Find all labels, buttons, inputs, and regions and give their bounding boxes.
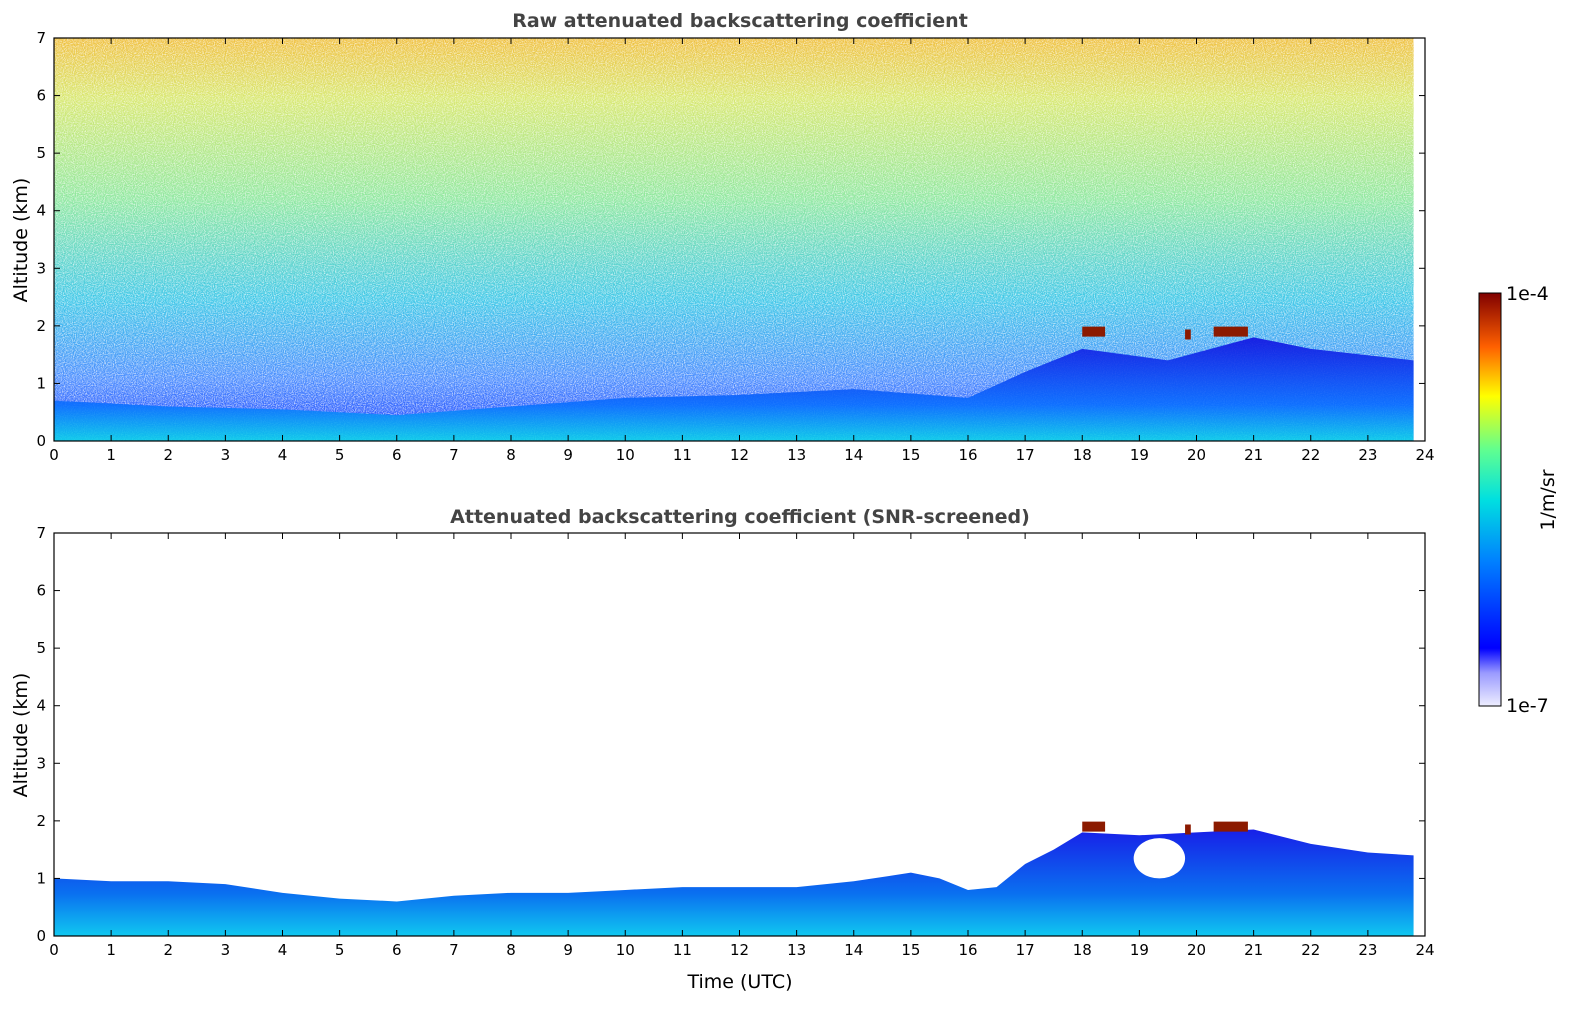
- panel2-image: [54, 821, 1414, 936]
- raw-backscatter-panel: 0 1 2 3 4 5 6 7 8 9 10 11 12 13 14 15 16 17 18 19 20 21 22 23 24…: [36, 29, 1434, 464]
- x-tick-label: 1: [106, 941, 116, 959]
- panel2-ylabel: Altitude (km): [10, 673, 32, 798]
- cloud-feature: [1213, 326, 1248, 337]
- screened-backscatter-panel: 0 1 2 3 4 5 6 7 8 9 10 11 12 13 14 15 16 17 18 19 20 21 22 23 24…: [36, 524, 1434, 959]
- x-tick-label: 12: [730, 941, 749, 959]
- y-tick-label: 5: [36, 144, 46, 162]
- y-tick-label: 1: [36, 374, 46, 392]
- x-tick-label: 13: [787, 446, 806, 464]
- x-tick-label: 14: [844, 941, 863, 959]
- x-tick-label: 14: [844, 446, 863, 464]
- x-tick-label: 13: [787, 941, 806, 959]
- y-tick-label: 3: [36, 754, 46, 772]
- panel1-title: Raw attenuated backscattering coefficien…: [512, 10, 968, 32]
- y-tick-label: 2: [36, 317, 46, 335]
- x-tick-label: 0: [49, 941, 59, 959]
- panel1-image: [54, 38, 1414, 441]
- x-tick-label: 4: [278, 446, 288, 464]
- x-tick-label: 9: [563, 446, 573, 464]
- x-tick-label: 3: [221, 446, 231, 464]
- y-tick-label: 2: [36, 812, 46, 830]
- y-tick-label: 4: [36, 202, 46, 220]
- y-tick-label: 7: [36, 29, 46, 47]
- x-tick-label: 18: [1073, 446, 1092, 464]
- x-tick-label: 11: [673, 941, 692, 959]
- x-tick-label: 21: [1244, 446, 1263, 464]
- x-tick-label: 18: [1073, 941, 1092, 959]
- x-tick-label: 11: [673, 446, 692, 464]
- x-tick-label: 5: [335, 446, 345, 464]
- x-tick-label: 0: [49, 446, 59, 464]
- x-tick-label: 22: [1301, 446, 1320, 464]
- x-tick-label: 24: [1415, 446, 1434, 464]
- cloud-feature: [1185, 329, 1191, 340]
- x-tick-label: 15: [901, 446, 920, 464]
- colorbar-units-label: 1/m/sr: [1537, 469, 1559, 530]
- x-tick-label: 6: [392, 446, 402, 464]
- panel1-ylabel: Altitude (km): [10, 178, 32, 303]
- x-tick-label: 10: [616, 446, 635, 464]
- x-tick-label: 8: [506, 446, 516, 464]
- y-tick-label: 3: [36, 259, 46, 277]
- x-tick-label: 2: [163, 941, 173, 959]
- cloud-feature: [1185, 824, 1191, 835]
- cloud-feature: [1082, 821, 1106, 832]
- x-tick-label: 21: [1244, 941, 1263, 959]
- x-tick-label: 6: [392, 941, 402, 959]
- x-tick-label: 20: [1187, 446, 1206, 464]
- x-tick-label: 20: [1187, 941, 1206, 959]
- x-tick-label: 23: [1358, 446, 1377, 464]
- x-tick-label: 2: [163, 446, 173, 464]
- x-tick-label: 23: [1358, 941, 1377, 959]
- x-tick-label: 9: [563, 941, 573, 959]
- colorbar-gradient: [1478, 292, 1502, 707]
- y-tick-label: 7: [36, 524, 46, 542]
- colorbar: 1e-4 1e-7 1/m/sr: [1478, 283, 1559, 717]
- x-tick-label: 10: [616, 941, 635, 959]
- x-tick-label: 4: [278, 941, 288, 959]
- x-tick-label: 16: [958, 446, 977, 464]
- x-tick-label: 8: [506, 941, 516, 959]
- y-tick-label: 6: [36, 582, 46, 600]
- boundary-layer-region: [54, 337, 1414, 441]
- x-tick-label: 7: [449, 941, 459, 959]
- x-tick-label: 16: [958, 941, 977, 959]
- x-tick-label: 19: [1130, 941, 1149, 959]
- x-tick-label: 3: [221, 941, 231, 959]
- y-tick-label: 5: [36, 639, 46, 657]
- y-tick-label: 4: [36, 697, 46, 715]
- cloud-feature: [1082, 326, 1106, 337]
- colorbar-min-label: 1e-7: [1506, 695, 1549, 717]
- y-tick-label: 0: [36, 927, 46, 945]
- x-tick-label: 1: [106, 446, 116, 464]
- y-tick-label: 0: [36, 432, 46, 450]
- x-tick-label: 22: [1301, 941, 1320, 959]
- x-tick-label: 17: [1016, 941, 1035, 959]
- screened-signal-region: [54, 829, 1414, 936]
- y-tick-label: 6: [36, 87, 46, 105]
- x-tick-label: 5: [335, 941, 345, 959]
- x-tick-label: 19: [1130, 446, 1149, 464]
- cloud-feature: [1213, 821, 1248, 832]
- panel2-xlabel: Time (UTC): [686, 971, 792, 993]
- panel2-title: Attenuated backscattering coefficient (S…: [450, 506, 1030, 528]
- x-tick-label: 12: [730, 446, 749, 464]
- x-tick-label: 24: [1415, 941, 1434, 959]
- x-tick-label: 17: [1016, 446, 1035, 464]
- x-tick-label: 7: [449, 446, 459, 464]
- x-tick-label: 15: [901, 941, 920, 959]
- colorbar-max-label: 1e-4: [1506, 283, 1549, 305]
- y-tick-label: 1: [36, 869, 46, 887]
- screened-gap: [1133, 838, 1186, 879]
